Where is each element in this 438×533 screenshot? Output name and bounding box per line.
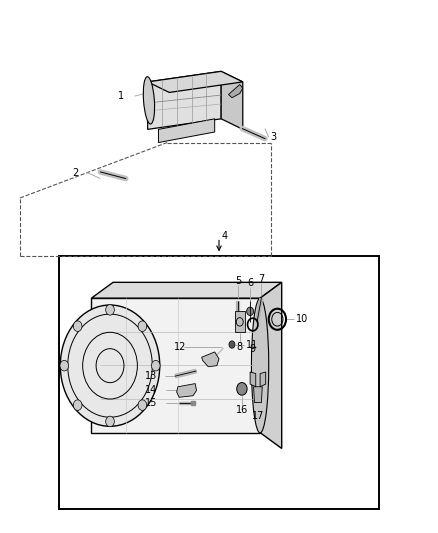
Polygon shape: [177, 384, 197, 397]
Bar: [235, 311, 245, 333]
Text: 4: 4: [221, 231, 227, 241]
Circle shape: [247, 307, 254, 316]
Bar: [59, 256, 379, 509]
Circle shape: [229, 341, 235, 348]
Polygon shape: [92, 282, 282, 298]
Polygon shape: [254, 387, 262, 402]
Text: 9: 9: [250, 344, 256, 354]
Text: 13: 13: [145, 371, 158, 381]
Text: 16: 16: [236, 405, 248, 415]
Ellipse shape: [251, 298, 269, 433]
Circle shape: [237, 383, 247, 395]
Circle shape: [138, 321, 147, 332]
Circle shape: [73, 400, 82, 410]
Text: 8: 8: [237, 342, 243, 352]
Polygon shape: [148, 71, 221, 130]
Text: 6: 6: [247, 278, 253, 288]
Circle shape: [73, 321, 82, 332]
Text: 17: 17: [252, 411, 264, 421]
Text: 15: 15: [145, 398, 158, 408]
Text: 5: 5: [235, 276, 242, 286]
Text: 1: 1: [118, 91, 124, 101]
Polygon shape: [92, 298, 260, 433]
Circle shape: [60, 360, 69, 371]
Polygon shape: [250, 372, 256, 387]
Text: 10: 10: [296, 314, 308, 324]
Polygon shape: [260, 282, 282, 448]
Polygon shape: [260, 372, 266, 387]
Text: 14: 14: [145, 385, 158, 395]
Text: 2: 2: [72, 167, 78, 177]
Text: 11: 11: [246, 340, 258, 350]
Polygon shape: [148, 71, 243, 92]
Ellipse shape: [143, 77, 155, 124]
Circle shape: [138, 400, 147, 410]
Circle shape: [152, 360, 160, 371]
Polygon shape: [202, 352, 219, 367]
Text: 12: 12: [173, 342, 186, 352]
Text: 3: 3: [270, 132, 276, 142]
Circle shape: [106, 304, 114, 315]
Text: 7: 7: [258, 274, 265, 284]
Polygon shape: [221, 71, 243, 130]
Polygon shape: [229, 85, 243, 98]
Circle shape: [106, 416, 114, 427]
Circle shape: [60, 305, 160, 426]
Polygon shape: [159, 119, 215, 142]
